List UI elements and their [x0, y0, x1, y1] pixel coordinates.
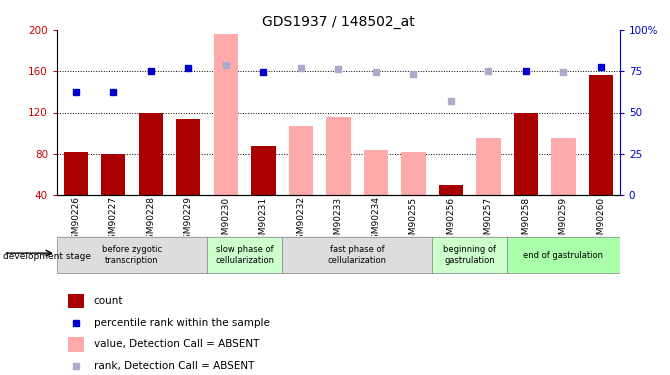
Bar — [589, 75, 613, 195]
Text: development stage: development stage — [3, 252, 91, 261]
Bar — [57, 237, 207, 273]
Bar — [64, 152, 88, 195]
Bar — [251, 146, 275, 195]
Bar — [551, 138, 576, 195]
Bar — [401, 152, 425, 195]
Bar — [364, 150, 388, 195]
Bar — [514, 112, 538, 195]
Bar — [326, 117, 350, 195]
Bar — [507, 237, 620, 273]
Bar — [207, 237, 282, 273]
Text: percentile rank within the sample: percentile rank within the sample — [94, 318, 269, 328]
Bar — [68, 337, 84, 352]
Bar — [176, 118, 200, 195]
Bar — [282, 237, 432, 273]
Text: before zygotic
transcription: before zygotic transcription — [102, 245, 162, 265]
Text: slow phase of
cellularization: slow phase of cellularization — [215, 245, 274, 265]
Bar — [476, 138, 500, 195]
Text: fast phase of
cellularization: fast phase of cellularization — [328, 245, 387, 265]
Title: GDS1937 / 148502_at: GDS1937 / 148502_at — [262, 15, 415, 29]
Bar — [139, 112, 163, 195]
Bar — [101, 154, 125, 195]
Bar — [68, 294, 84, 308]
Text: end of gastrulation: end of gastrulation — [523, 251, 604, 260]
Bar — [289, 126, 313, 195]
Text: count: count — [94, 296, 123, 306]
Bar — [214, 34, 238, 195]
Text: value, Detection Call = ABSENT: value, Detection Call = ABSENT — [94, 339, 259, 350]
Bar — [432, 237, 507, 273]
Bar — [439, 185, 463, 195]
Text: beginning of
gastrulation: beginning of gastrulation — [443, 245, 496, 265]
Text: rank, Detection Call = ABSENT: rank, Detection Call = ABSENT — [94, 361, 254, 371]
